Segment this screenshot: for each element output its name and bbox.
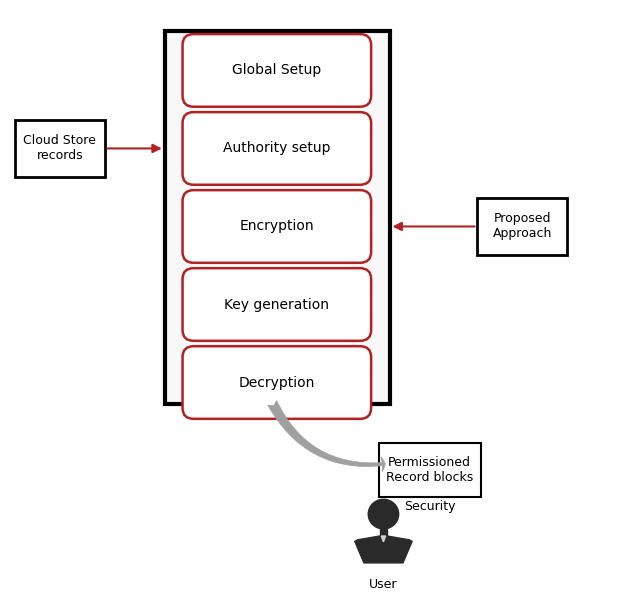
Bar [15,120,105,177]
FancyBboxPatch shape [183,112,371,185]
Polygon shape [355,536,412,563]
Text: Security: Security [404,499,456,513]
Text: Proposed
Approach: Proposed Approach [492,212,552,241]
Text: Global Setup: Global Setup [232,63,321,77]
Text: Authority setup: Authority setup [223,142,331,156]
Polygon shape [381,536,386,542]
Bar [380,529,387,536]
Bar [379,443,480,497]
Text: Encryption: Encryption [240,219,314,233]
FancyBboxPatch shape [183,34,371,107]
FancyBboxPatch shape [183,268,371,341]
Text: Key generation: Key generation [224,297,329,312]
Text: Cloud Store
records: Cloud Store records [24,134,97,162]
Bar [477,198,567,255]
Bar [165,31,389,403]
Text: Decryption: Decryption [239,376,315,390]
Text: User: User [369,578,397,590]
Text: Permissioned
Record blocks: Permissioned Record blocks [386,455,474,484]
FancyBboxPatch shape [183,190,371,263]
FancyBboxPatch shape [183,346,371,419]
Circle shape [368,499,399,529]
